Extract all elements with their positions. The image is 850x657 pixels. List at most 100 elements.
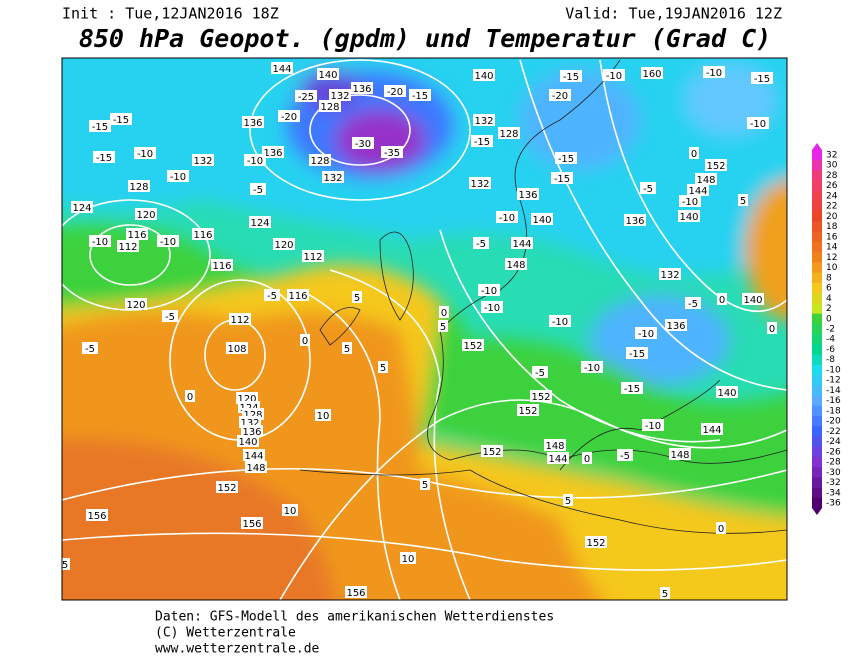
temperature-label-box <box>549 89 571 101</box>
geopotential-label: 152 <box>482 447 501 458</box>
geopotential-label: 152 <box>531 392 550 403</box>
legend-swatch <box>812 334 822 345</box>
legend-swatch <box>812 497 822 509</box>
temperature-label-box <box>89 120 111 132</box>
temperature-label-box <box>162 310 178 322</box>
geopotential-label-box <box>511 237 533 249</box>
geopotential-label-box <box>322 171 344 183</box>
temperature-label: 5 <box>565 496 571 507</box>
legend-label: 24 <box>826 191 838 201</box>
legend-label: -8 <box>826 355 835 365</box>
legend-swatch <box>812 252 822 263</box>
geopotential-label: 140 <box>238 437 257 448</box>
geopotential-label: 152 <box>463 341 482 352</box>
legend-label: 10 <box>826 263 838 273</box>
temperature-label: -20 <box>552 91 568 102</box>
legend-swatch <box>812 487 822 499</box>
geopotential-label-box <box>659 268 681 280</box>
geopotential-label: 124 <box>250 218 269 229</box>
geopotential-label-box <box>273 238 295 250</box>
temperature-label-box <box>617 449 633 461</box>
init-time: Init : Tue,12JAN2016 18Z <box>62 5 279 23</box>
temperature-label-box <box>420 478 430 490</box>
temperature-label-box <box>384 85 406 97</box>
legend-swatch <box>812 313 822 325</box>
legend-label: -12 <box>826 376 841 386</box>
temperature-label-box <box>555 152 577 164</box>
geopotential-label: 140 <box>679 212 698 223</box>
temperature-label: 5 <box>354 293 360 304</box>
geopotential-label: 116 <box>288 291 307 302</box>
temperature-label-box <box>185 390 195 402</box>
geopotential-label-box <box>192 154 214 166</box>
geopotential-label-box <box>742 293 764 305</box>
temperature-label-box <box>342 342 352 354</box>
geopotential-label-box <box>351 82 373 94</box>
temperature-label: -10 <box>682 197 698 208</box>
legend-swatch <box>812 293 822 304</box>
geopotential-label: 140 <box>474 71 493 82</box>
geopotential-label: 124 <box>72 203 91 214</box>
legend-swatch <box>812 160 822 171</box>
legend-label: -4 <box>826 335 835 345</box>
temperature-label: 5 <box>422 480 428 491</box>
geopotential-label-box <box>505 258 527 270</box>
legend-swatch <box>812 221 822 233</box>
geopotential-label: 116 <box>127 230 146 241</box>
legend-swatch <box>812 375 822 386</box>
temperature-label-box <box>635 327 657 339</box>
temperature-label: 0 <box>187 392 193 403</box>
temperature-label: 0 <box>719 295 725 306</box>
geopotential-label: 136 <box>263 148 282 159</box>
temperature-label-box <box>400 552 416 564</box>
temperature-label: -15 <box>629 349 645 360</box>
geopotential-label: 156 <box>346 588 365 599</box>
temperature-label-box <box>478 284 500 296</box>
temperature-label: -10 <box>638 329 654 340</box>
temperature-label-box <box>89 235 111 247</box>
geopotential-label-box <box>229 313 251 325</box>
legend-arrow-top <box>812 143 822 150</box>
temperature-label-box <box>563 494 573 506</box>
temperature-label: -5 <box>267 291 277 302</box>
legend-swatch <box>812 303 822 314</box>
temperature-label-box <box>471 135 493 147</box>
legend-label: -30 <box>826 468 841 478</box>
geopotential-label-box <box>469 177 491 189</box>
legend-label: 18 <box>826 222 838 232</box>
geopotential-label-box <box>271 62 293 74</box>
geopotential-label: 132 <box>470 179 489 190</box>
temperature-label-box <box>282 504 298 516</box>
geopotential-label-box <box>192 228 214 240</box>
legend-swatch <box>812 354 822 366</box>
temperature-label-box <box>62 558 70 570</box>
temperature-label: 0 <box>584 454 590 465</box>
geopotential-label: 108 <box>227 344 246 355</box>
geopotential-label-box <box>245 461 267 473</box>
temperature-label: -15 <box>554 174 570 185</box>
temperature-label-box <box>167 170 189 182</box>
legend-swatch <box>812 385 822 396</box>
geopotential-label: 136 <box>242 427 261 438</box>
temperature-label: 0 <box>441 308 447 319</box>
temperature-label: -10 <box>137 149 153 160</box>
temperature-label: -10 <box>170 172 186 183</box>
geopotential-label: 148 <box>545 441 564 452</box>
geopotential-label-box <box>665 319 687 331</box>
legend-label: 2 <box>826 304 832 314</box>
legend-swatch <box>812 211 822 222</box>
legend-arrow-bottom <box>812 508 822 515</box>
temperature-label: -10 <box>92 237 108 248</box>
geopotential-label: 148 <box>670 450 689 461</box>
temperature-label: -5 <box>535 368 545 379</box>
temperature-label-box <box>409 89 431 101</box>
temperature-label-box <box>110 113 132 125</box>
temperature-label: -10 <box>552 317 568 328</box>
geopotential-label-box <box>481 445 503 457</box>
temperature-label: 0 <box>302 336 308 347</box>
geopotential-label-box <box>126 228 148 240</box>
legend-swatch <box>812 446 822 458</box>
geopotential-label-box <box>687 184 709 196</box>
